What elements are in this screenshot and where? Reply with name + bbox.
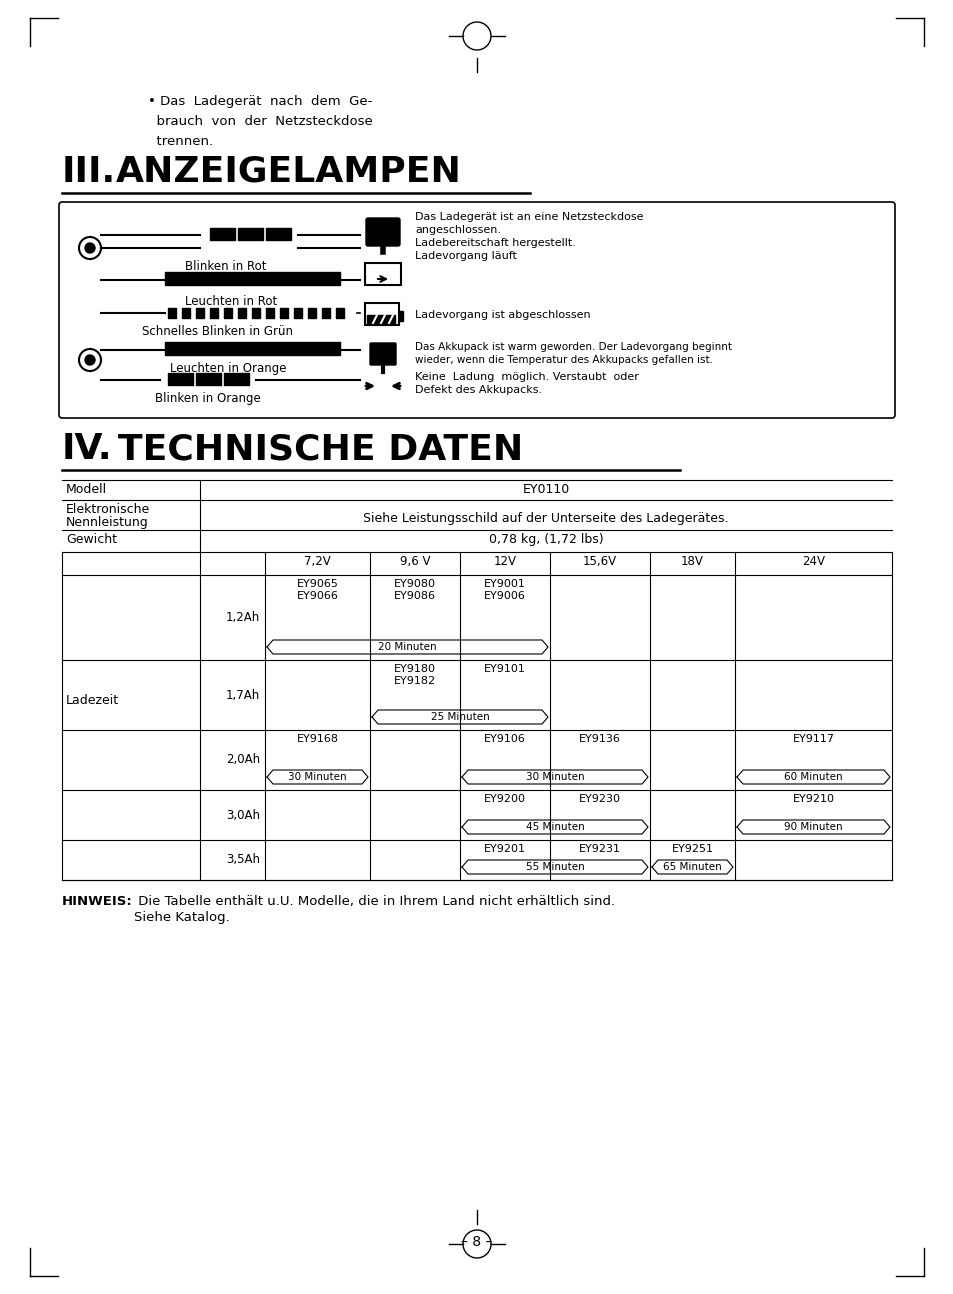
Text: 3,0Ah: 3,0Ah (226, 809, 260, 822)
Text: Leuchten in Orange: Leuchten in Orange (170, 362, 286, 375)
Text: 18V: 18V (680, 555, 703, 568)
Text: III.: III. (62, 155, 116, 189)
Text: 0,78 kg, (1,72 lbs): 0,78 kg, (1,72 lbs) (488, 533, 602, 546)
Text: wieder, wenn die Temperatur des Akkupacks gefallen ist.: wieder, wenn die Temperatur des Akkupack… (415, 355, 712, 365)
Text: Ladezeit: Ladezeit (66, 694, 119, 707)
Text: 7,2V: 7,2V (304, 555, 331, 568)
Text: Nennleistung: Nennleistung (66, 516, 149, 529)
Text: Ladevorgang läuft: Ladevorgang läuft (415, 251, 517, 261)
Text: EY9201: EY9201 (483, 844, 525, 854)
Text: 1,2Ah: 1,2Ah (226, 611, 260, 624)
Text: EY9168: EY9168 (296, 734, 338, 744)
FancyBboxPatch shape (370, 343, 395, 365)
Text: EY9001
EY9006: EY9001 EY9006 (483, 578, 525, 600)
Text: 30 Minuten: 30 Minuten (288, 773, 347, 782)
Text: 24V: 24V (801, 555, 824, 568)
Text: 90 Minuten: 90 Minuten (783, 822, 841, 832)
Text: 25 Minuten: 25 Minuten (430, 712, 489, 722)
Text: Schnelles Blinken in Grün: Schnelles Blinken in Grün (142, 325, 293, 338)
Text: EY9117: EY9117 (792, 734, 834, 744)
Text: – 8 –: – 8 – (461, 1234, 492, 1249)
Text: • Das  Ladegerät  nach  dem  Ge-: • Das Ladegerät nach dem Ge- (148, 94, 372, 107)
FancyBboxPatch shape (366, 217, 399, 246)
Text: Blinken in Orange: Blinken in Orange (154, 392, 260, 405)
Text: 2,0Ah: 2,0Ah (226, 753, 260, 766)
Text: Siehe Katalog.: Siehe Katalog. (133, 911, 230, 924)
Text: EY9101: EY9101 (483, 664, 525, 674)
Text: EY0110: EY0110 (522, 483, 569, 496)
Text: 65 Minuten: 65 Minuten (662, 862, 721, 872)
Text: Ladebereitschaft hergestellt.: Ladebereitschaft hergestellt. (415, 238, 576, 248)
Text: brauch  von  der  Netzsteckdose: brauch von der Netzsteckdose (148, 115, 373, 128)
Text: EY9065
EY9066: EY9065 EY9066 (296, 578, 338, 600)
Text: EY9080
EY9086: EY9080 EY9086 (394, 578, 436, 600)
Circle shape (85, 355, 95, 365)
Text: 1,7Ah: 1,7Ah (226, 688, 260, 701)
Text: 45 Minuten: 45 Minuten (525, 822, 584, 832)
Text: ANZEIGELAMPEN: ANZEIGELAMPEN (116, 155, 461, 189)
Text: Das Akkupack ist warm geworden. Der Ladevorgang beginnt: Das Akkupack ist warm geworden. Der Lade… (415, 342, 731, 352)
Text: EY9251: EY9251 (671, 844, 713, 854)
Text: EY9200: EY9200 (483, 795, 525, 804)
Text: trennen.: trennen. (148, 135, 213, 148)
Text: Modell: Modell (66, 483, 107, 496)
Text: Ladevorgang ist abgeschlossen: Ladevorgang ist abgeschlossen (415, 311, 590, 320)
Text: HINWEIS:: HINWEIS: (62, 895, 132, 908)
Text: Keine  Ladung  möglich. Verstaubt  oder: Keine Ladung möglich. Verstaubt oder (415, 371, 639, 382)
Text: 15,6V: 15,6V (582, 555, 617, 568)
Circle shape (85, 243, 95, 254)
Circle shape (377, 369, 380, 371)
Text: 3,5Ah: 3,5Ah (226, 854, 260, 867)
Text: EY9136: EY9136 (578, 734, 620, 744)
FancyBboxPatch shape (398, 311, 402, 321)
Text: EY9210: EY9210 (792, 795, 834, 804)
Text: 12V: 12V (493, 555, 516, 568)
Text: Leuchten in Rot: Leuchten in Rot (185, 295, 277, 308)
Text: Elektronische: Elektronische (66, 503, 150, 516)
Text: TECHNISCHE DATEN: TECHNISCHE DATEN (118, 432, 522, 466)
Text: angeschlossen.: angeschlossen. (415, 225, 500, 236)
Circle shape (385, 369, 388, 371)
Text: 55 Minuten: 55 Minuten (525, 862, 584, 872)
Text: Die Tabelle enthält u.U. Modelle, die in Ihrem Land nicht erhältlich sind.: Die Tabelle enthält u.U. Modelle, die in… (133, 895, 615, 908)
Text: 30 Minuten: 30 Minuten (525, 773, 583, 782)
Text: 20 Minuten: 20 Minuten (377, 642, 436, 652)
Text: IV.: IV. (62, 432, 112, 466)
Text: Blinken in Rot: Blinken in Rot (185, 260, 266, 273)
FancyBboxPatch shape (59, 202, 894, 418)
Circle shape (381, 369, 384, 371)
FancyBboxPatch shape (365, 303, 398, 325)
Text: Gewicht: Gewicht (66, 533, 117, 546)
Text: Das Ladegerät ist an eine Netzsteckdose: Das Ladegerät ist an eine Netzsteckdose (415, 212, 643, 223)
Text: EY9231: EY9231 (578, 844, 620, 854)
Text: 60 Minuten: 60 Minuten (783, 773, 841, 782)
Text: EY9230: EY9230 (578, 795, 620, 804)
Text: Defekt des Akkupacks.: Defekt des Akkupacks. (415, 386, 541, 395)
Text: EY9180
EY9182: EY9180 EY9182 (394, 664, 436, 686)
Text: Siehe Leistungsschild auf der Unterseite des Ladegerätes.: Siehe Leistungsschild auf der Unterseite… (363, 512, 728, 525)
FancyBboxPatch shape (365, 263, 400, 285)
Text: EY9106: EY9106 (483, 734, 525, 744)
Text: 9,6 V: 9,6 V (399, 555, 430, 568)
